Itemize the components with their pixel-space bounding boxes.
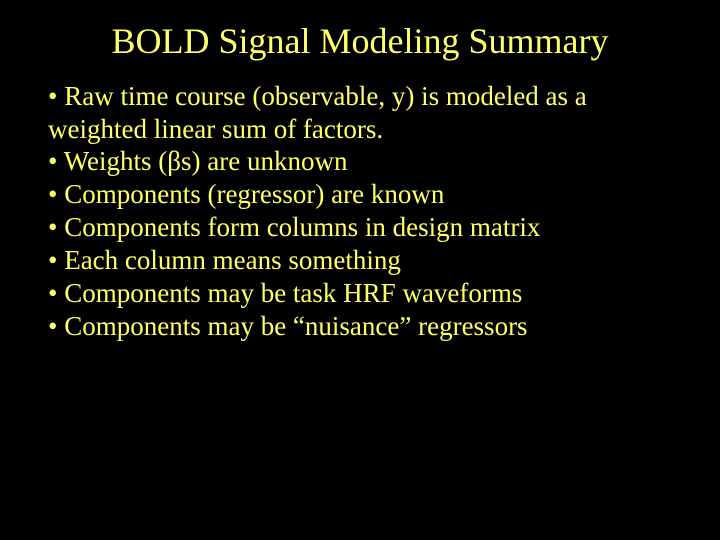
bullet-item: • Raw time course (observable, y) is mod… <box>48 80 672 146</box>
bullet-item: • Components may be “nuisance” regressor… <box>48 310 672 343</box>
bullet-item: • Weights (βs) are unknown <box>48 145 672 178</box>
bullet-item: • Components form columns in design matr… <box>48 211 672 244</box>
slide-body: • Raw time course (observable, y) is mod… <box>0 62 720 344</box>
bullet-item: • Components (regressor) are known <box>48 178 672 211</box>
slide: BOLD Signal Modeling Summary • Raw time … <box>0 0 720 540</box>
slide-title: BOLD Signal Modeling Summary <box>0 0 720 62</box>
bullet-item: • Components may be task HRF waveforms <box>48 277 672 310</box>
bullet-item: • Each column means something <box>48 244 672 277</box>
